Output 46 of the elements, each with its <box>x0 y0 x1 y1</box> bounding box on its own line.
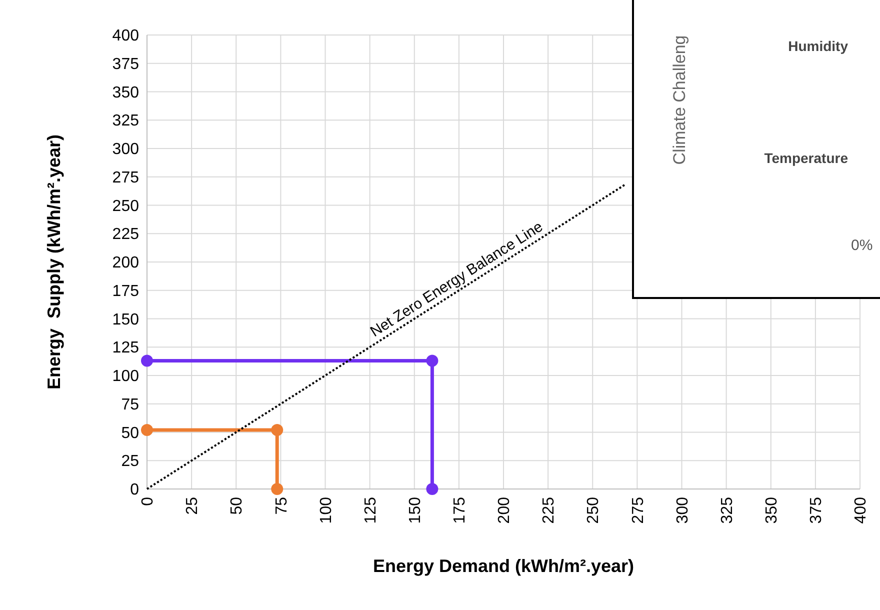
y-tick-label: 225 <box>112 226 140 244</box>
y-tick-label: 75 <box>121 396 140 414</box>
y-tick-label: 275 <box>112 169 140 186</box>
x-tick-label: 200 <box>496 496 514 524</box>
y-tick-label: 400 <box>112 28 140 45</box>
y-tick-label: 50 <box>121 424 140 442</box>
x-tick-label: 400 <box>852 496 870 524</box>
y-tick-label: 375 <box>112 56 140 73</box>
y-tick-label: 300 <box>112 141 140 158</box>
y-tick-label: 200 <box>112 254 140 272</box>
x-tick-label: 0 <box>140 496 157 506</box>
x-tick-label: 350 <box>763 496 780 524</box>
point <box>141 354 153 367</box>
category-label: Temperature <box>764 150 848 166</box>
text: Climate Challeng <box>670 35 689 165</box>
point <box>271 424 284 436</box>
x-tick-label: 375 <box>808 496 826 524</box>
x-tick-label: 275 <box>630 496 647 524</box>
x-tick-label: 300 <box>674 496 692 524</box>
x-tick-label: 325 <box>718 496 736 524</box>
x-tick-label: 75 <box>273 496 290 515</box>
x-axis-title: Energy Demand (kWh/m².year) <box>372 556 634 576</box>
y-tick-label: 150 <box>112 311 140 328</box>
y-tick-label: 25 <box>121 453 140 470</box>
y-tick-label: 325 <box>112 112 140 130</box>
x-tick-label: 50 <box>228 496 246 515</box>
category-label: Humidity <box>788 38 848 54</box>
y-tick-label: 250 <box>112 198 140 215</box>
x-tick-label: 225 <box>540 496 558 524</box>
y-tick-label: 0 <box>130 482 140 499</box>
y-tick-label: 100 <box>112 368 140 386</box>
y-tick-label: 175 <box>112 282 140 300</box>
point <box>426 354 438 367</box>
x-tick-label: 150 <box>406 496 424 524</box>
y-tick-label: 125 <box>112 340 140 357</box>
x-tick-label: 100 <box>318 496 335 524</box>
point <box>426 483 438 495</box>
point <box>271 483 284 495</box>
x-tick-label: 175 <box>452 496 469 524</box>
y-tick-label: 350 <box>112 84 140 102</box>
point <box>141 424 153 436</box>
annotation: 0% <box>851 237 873 254</box>
x-tick-label: 250 <box>585 496 602 524</box>
x-tick-label: 125 <box>362 496 380 524</box>
y-axis-title: Energy Supply (kWh/m².year) <box>44 134 64 390</box>
x-tick-label: 25 <box>184 496 202 515</box>
